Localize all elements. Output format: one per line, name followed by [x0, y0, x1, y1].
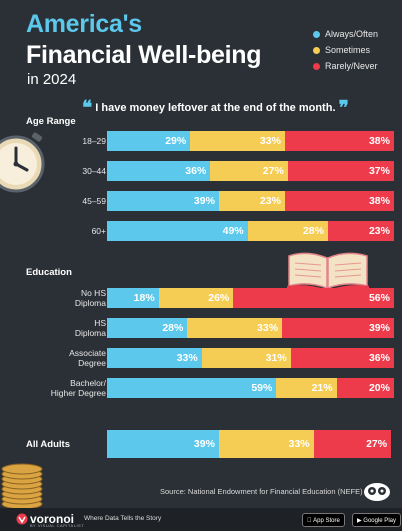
open-quote-icon: ❝ [82, 98, 93, 119]
bar-segment-sometimes: 33% [187, 318, 283, 338]
bar-value-label: 33% [176, 352, 198, 364]
bar-segment-rarely: 20% [336, 378, 394, 398]
bar-value-label: 38% [368, 135, 390, 147]
bar-value-label: 38% [368, 195, 390, 207]
app-store-button[interactable]:  App Store [302, 513, 345, 527]
apple-icon:  [307, 518, 312, 524]
bar-segment-sometimes: 31% [201, 348, 291, 368]
bar-value-label: 59% [251, 382, 273, 394]
google-play-button[interactable]: ▶ Google Play [352, 513, 401, 527]
app-store-label: App Store [307, 518, 340, 524]
bar-value-label: 36% [185, 165, 207, 177]
bar-value-label: 49% [222, 225, 244, 237]
section-label-age: Age Range [26, 116, 76, 127]
bar-segment-rarely: 38% [284, 131, 394, 151]
legend-item-sometimes: Sometimes [313, 43, 378, 57]
google-play-label: Google Play [363, 518, 396, 524]
bar-segment-rarely: 27% [313, 430, 392, 458]
bar-segment-always: 49% [107, 221, 248, 241]
bar-value-label: 33% [257, 322, 279, 334]
bar-segment-sometimes: 28% [247, 221, 328, 241]
bar-value-label: 31% [265, 352, 287, 364]
category-label: All Adults [26, 439, 70, 450]
bar-segment-sometimes: 23% [218, 191, 285, 211]
play-icon: ▶ [357, 518, 362, 524]
legend-label-always: Always/Often [325, 29, 379, 39]
category-label: 18–29 [82, 136, 106, 146]
bar-value-label: 36% [368, 352, 390, 364]
bar-value-label: 56% [368, 292, 390, 304]
bar-value-label: 33% [259, 135, 281, 147]
bar-value-label: 26% [208, 292, 230, 304]
bar-value-label: 37% [368, 165, 390, 177]
legend-label-sometimes: Sometimes [325, 45, 371, 55]
legend-item-rarely: Rarely/Never [313, 59, 378, 73]
category-label: No HS Diploma [74, 288, 106, 308]
bar-value-label: 23% [259, 195, 281, 207]
bar-segment-always: 28% [107, 318, 188, 338]
bar-segment-rarely: 56% [233, 288, 394, 308]
tagline: Where Data Tells the Story [84, 515, 162, 522]
voronoi-logo-icon [16, 513, 28, 525]
bar-segment-always: 18% [107, 288, 159, 308]
close-quote-icon: ❞ [338, 98, 349, 119]
bar-value-label: 27% [366, 438, 388, 450]
coins-icon [1, 463, 43, 510]
bar-value-label: 39% [193, 438, 215, 450]
bar-segment-sometimes: 33% [218, 430, 314, 458]
category-label: HS Diploma [74, 318, 106, 338]
bar-segment-sometimes: 21% [276, 378, 337, 398]
bar-value-label: 27% [262, 165, 284, 177]
bar-value-label: 39% [368, 322, 390, 334]
bar-value-label: 28% [302, 225, 324, 237]
legend-item-always: Always/Often [313, 27, 378, 41]
legend-dot-rarely [313, 62, 320, 70]
bar-segment-always: 59% [107, 378, 277, 398]
bar-segment-always: 36% [107, 161, 211, 181]
bar-value-label: 18% [133, 292, 155, 304]
clock-icon [0, 132, 45, 193]
bar-segment-rarely: 38% [284, 191, 394, 211]
visual-capitalist-mascot-icon [364, 483, 390, 501]
title-line-2: Financial Well-being [26, 41, 262, 69]
bar-value-label: 33% [288, 438, 310, 450]
brand-subtitle: BY VISUAL CAPITALIST [30, 523, 85, 528]
bar-segment-always: 33% [107, 348, 202, 368]
bar-value-label: 29% [165, 135, 187, 147]
legend-dot-sometimes [313, 46, 320, 54]
bar-segment-rarely: 36% [290, 348, 394, 368]
category-label: 60+ [91, 226, 106, 236]
category-label: 30–44 [82, 166, 106, 176]
bar-segment-sometimes: 26% [158, 288, 234, 308]
category-label: 45–59 [82, 196, 106, 206]
bar-value-label: 20% [368, 382, 390, 394]
chart-question: ❝ I have money leftover at the end of th… [82, 94, 349, 119]
title-line-3: in 2024 [27, 71, 77, 88]
category-label: Bachelor/Higher Degree [50, 378, 106, 398]
source-note: Source: National Endowment for Financial… [160, 487, 363, 496]
bar-segment-sometimes: 27% [210, 161, 288, 181]
bar-segment-always: 39% [107, 430, 219, 458]
bar-value-label: 23% [368, 225, 390, 237]
bar-value-label: 28% [162, 322, 184, 334]
bar-segment-rarely: 37% [287, 161, 394, 181]
category-label: Associate Degree [69, 348, 106, 368]
bar-segment-always: 29% [107, 131, 191, 151]
legend: Always/Often Sometimes Rarely/Never [313, 27, 378, 75]
title-line-1: America's [26, 10, 142, 38]
bar-segment-rarely: 39% [282, 318, 394, 338]
question-text: I have money leftover at the end of the … [95, 102, 336, 114]
bar-segment-sometimes: 33% [190, 131, 285, 151]
bar-value-label: 21% [311, 382, 333, 394]
legend-label-rarely: Rarely/Never [325, 61, 378, 71]
bar-segment-always: 39% [107, 191, 219, 211]
bar-value-label: 39% [193, 195, 215, 207]
open-book-icon [287, 252, 369, 290]
section-label-education: Education [26, 267, 72, 278]
bar-segment-rarely: 23% [327, 221, 394, 241]
brand-name: voronoi [30, 512, 74, 526]
legend-dot-always [313, 30, 320, 38]
footer-bar: voronoi BY VISUAL CAPITALIST Where Data … [0, 508, 402, 531]
